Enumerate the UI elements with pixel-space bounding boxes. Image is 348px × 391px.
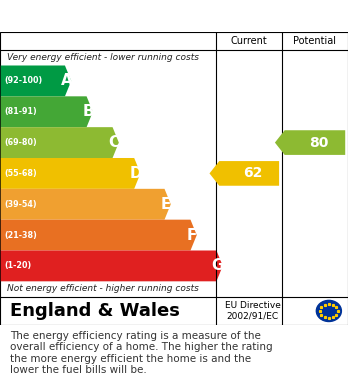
- Text: EU Directive
2002/91/EC: EU Directive 2002/91/EC: [224, 301, 280, 321]
- Text: England & Wales: England & Wales: [10, 302, 180, 320]
- Text: 80: 80: [309, 136, 328, 150]
- Text: A: A: [61, 74, 72, 88]
- Text: D: D: [129, 166, 142, 181]
- Text: The energy efficiency rating is a measure of the
overall efficiency of a home. T: The energy efficiency rating is a measur…: [10, 330, 273, 375]
- Text: C: C: [108, 135, 119, 150]
- Text: Not energy efficient - higher running costs: Not energy efficient - higher running co…: [7, 284, 199, 294]
- Polygon shape: [1, 96, 93, 127]
- Polygon shape: [1, 127, 119, 158]
- Polygon shape: [209, 161, 279, 186]
- Polygon shape: [1, 189, 171, 220]
- Text: (55-68): (55-68): [4, 169, 37, 178]
- Text: (81-91): (81-91): [4, 107, 37, 116]
- Polygon shape: [1, 251, 223, 282]
- Text: Potential: Potential: [293, 36, 337, 46]
- Text: Very energy efficient - lower running costs: Very energy efficient - lower running co…: [7, 53, 199, 63]
- Text: (69-80): (69-80): [4, 138, 37, 147]
- Text: (39-54): (39-54): [4, 200, 37, 209]
- Text: G: G: [212, 258, 224, 273]
- Polygon shape: [1, 220, 197, 251]
- Text: (21-38): (21-38): [4, 231, 37, 240]
- Polygon shape: [275, 130, 345, 155]
- Text: E: E: [161, 197, 171, 212]
- Text: Current: Current: [231, 36, 268, 46]
- Text: B: B: [82, 104, 94, 119]
- Text: 62: 62: [243, 167, 262, 180]
- Polygon shape: [1, 158, 141, 189]
- Text: (92-100): (92-100): [4, 76, 42, 85]
- Circle shape: [316, 300, 341, 321]
- Polygon shape: [1, 66, 71, 96]
- Text: (1-20): (1-20): [4, 262, 31, 271]
- Text: Energy Efficiency Rating: Energy Efficiency Rating: [10, 9, 220, 23]
- Text: F: F: [187, 228, 197, 242]
